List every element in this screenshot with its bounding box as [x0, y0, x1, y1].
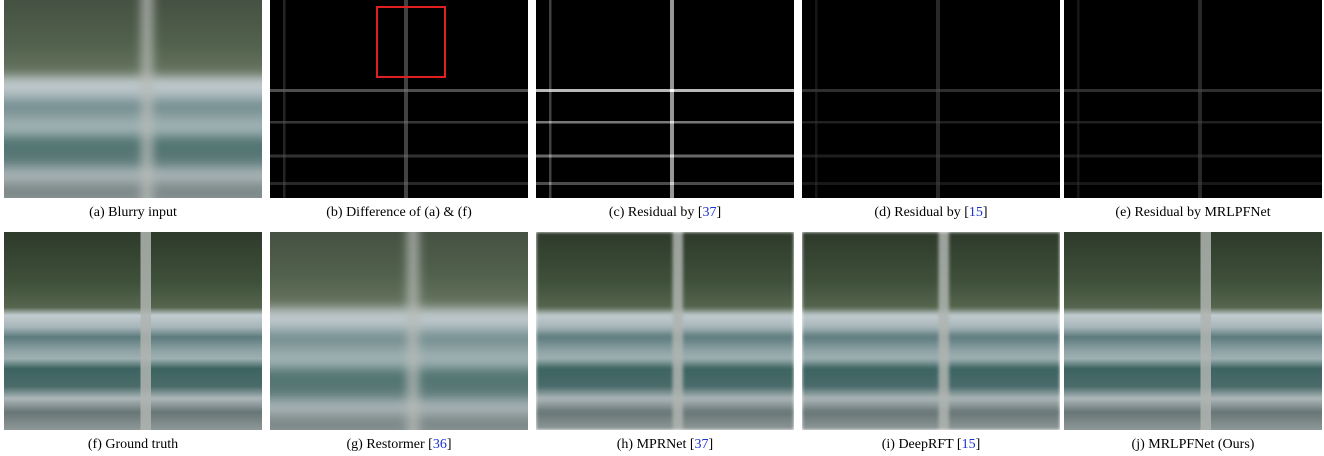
residual-map [802, 0, 1060, 198]
caption-text: (e) Residual by MRLPFNet [1115, 205, 1270, 220]
residual-map [536, 0, 794, 198]
figure: (a) Blurry input (b) Difference of (a) &… [0, 0, 1324, 456]
caption: (i) DeepRFT [15] [800, 437, 1062, 453]
caption-text: ] [447, 437, 452, 452]
restored-image [270, 232, 528, 430]
caption-text: (i) DeepRFT [ [882, 437, 962, 452]
caption: (c) Residual by [37] [534, 205, 796, 221]
residual-map [1064, 0, 1322, 198]
caption-text: (a) Blurry input [89, 205, 177, 220]
panel: (f) Ground truth [2, 232, 264, 453]
caption-text: ] [983, 205, 988, 220]
citation[interactable]: 15 [962, 437, 976, 452]
panel: (e) Residual by MRLPFNet [1062, 0, 1324, 221]
restored-image [1064, 232, 1322, 430]
caption-text: (h) MPRNet [ [617, 437, 695, 452]
difference-map [270, 0, 528, 198]
highlight-box [376, 6, 446, 78]
caption-text: ] [717, 205, 722, 220]
panel: (h) MPRNet [37] [534, 232, 796, 453]
panel: (b) Difference of (a) & (f) [268, 0, 530, 221]
panel: (a) Blurry input [2, 0, 264, 221]
caption: (f) Ground truth [2, 437, 264, 453]
panel: (i) DeepRFT [15] [800, 232, 1062, 453]
restored-image [802, 232, 1060, 430]
sharp-image [4, 232, 262, 430]
caption-text: (c) Residual by [ [609, 205, 703, 220]
panel: (c) Residual by [37] [534, 0, 796, 221]
citation[interactable]: 37 [695, 437, 709, 452]
caption: (e) Residual by MRLPFNet [1062, 205, 1324, 221]
caption-text: ] [709, 437, 714, 452]
blurry-image [4, 0, 262, 198]
caption: (a) Blurry input [2, 205, 264, 221]
restored-image [536, 232, 794, 430]
caption: (g) Restormer [36] [268, 437, 530, 453]
panel: (j) MRLPFNet (Ours) [1062, 232, 1324, 453]
caption-text: (f) Ground truth [88, 437, 178, 452]
panel: (g) Restormer [36] [268, 232, 530, 453]
caption-text: (g) Restormer [ [347, 437, 433, 452]
citation[interactable]: 15 [969, 205, 983, 220]
citation[interactable]: 36 [433, 437, 447, 452]
caption: (h) MPRNet [37] [534, 437, 796, 453]
panel: (d) Residual by [15] [800, 0, 1062, 221]
caption-text: (b) Difference of (a) & (f) [326, 205, 472, 220]
caption: (d) Residual by [15] [800, 205, 1062, 221]
citation[interactable]: 37 [703, 205, 717, 220]
caption-text: (d) Residual by [ [874, 205, 968, 220]
caption-text: (j) MRLPFNet (Ours) [1132, 437, 1255, 452]
caption-text: ] [976, 437, 981, 452]
caption: (b) Difference of (a) & (f) [268, 205, 530, 221]
caption: (j) MRLPFNet (Ours) [1062, 437, 1324, 453]
